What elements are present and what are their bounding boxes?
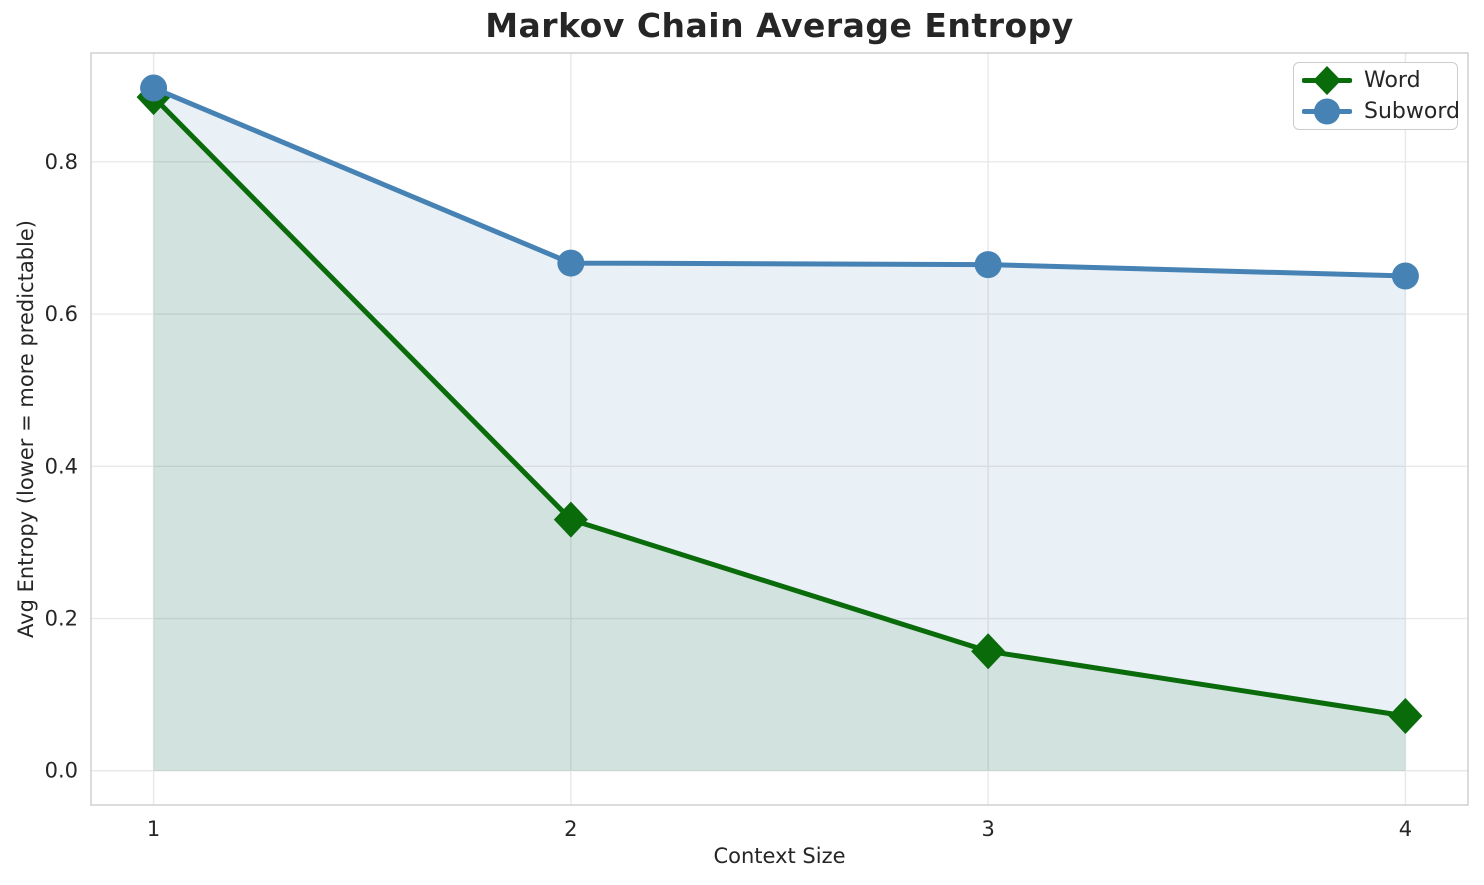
legend-sample-marker xyxy=(1314,98,1340,125)
y-tick-label: 0.8 xyxy=(45,150,78,174)
word-diamond-marker-icon xyxy=(1302,66,1352,95)
x-tick-label: 2 xyxy=(564,817,577,841)
x-tick-label: 3 xyxy=(981,817,994,841)
x-tick-label: 1 xyxy=(147,817,160,841)
legend: Word Subword xyxy=(1293,62,1460,130)
y-tick-label: 0.6 xyxy=(45,302,78,326)
y-tick-label: 0.0 xyxy=(45,759,78,783)
subword-circle-marker-icon xyxy=(1302,98,1352,125)
word-area-fill xyxy=(153,97,1406,771)
subword-marker xyxy=(140,74,168,102)
y-axis-label: Avg Entropy (lower = more predictable) xyxy=(14,220,38,638)
chart-title: Markov Chain Average Entropy xyxy=(485,6,1074,45)
word-marker xyxy=(553,501,588,538)
y-tick-label: 0.4 xyxy=(45,454,78,478)
x-tick-label: 4 xyxy=(1399,817,1412,841)
x-axis-label: Context Size xyxy=(713,844,846,868)
word-marker xyxy=(1388,697,1423,734)
legend-item-subword: Subword xyxy=(1302,96,1460,127)
plot-border xyxy=(90,52,1469,806)
legend-sample-marker xyxy=(1313,66,1341,95)
y-tick-label: 0.2 xyxy=(45,607,78,631)
legend-label-subword: Subword xyxy=(1364,98,1460,124)
subword-marker xyxy=(974,251,1002,279)
subword-area-fill xyxy=(153,88,1406,771)
subword-marker xyxy=(1391,262,1419,290)
word-marker xyxy=(971,633,1006,670)
word-line xyxy=(151,94,1408,719)
subword-marker xyxy=(557,249,585,277)
legend-item-word: Word xyxy=(1302,65,1451,96)
legend-label-word: Word xyxy=(1364,67,1421,93)
subword-line xyxy=(151,85,1408,279)
